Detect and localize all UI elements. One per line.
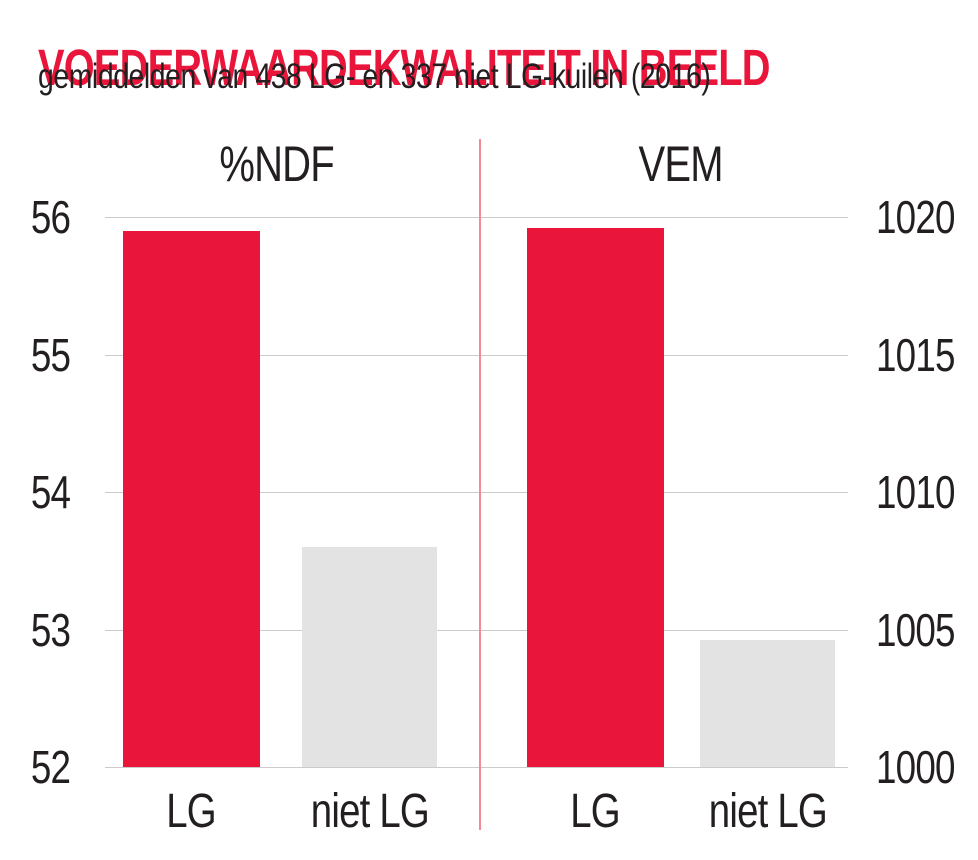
page-subtitle-text: gemiddelden van 438 LG- en 337 niet LG-k… [38, 57, 711, 96]
y-tick-text: 1000 [876, 741, 955, 793]
panel-title-text: VEM [638, 136, 724, 192]
y-tick-label-left: 55 [0, 329, 71, 381]
y-tick-label-right: 1010 [876, 468, 978, 516]
bar-ndf-niet-lg [302, 547, 437, 767]
category-label-lg: LG [82, 783, 302, 841]
bar-vem-lg [527, 228, 664, 767]
y-tick-text: 1010 [876, 466, 955, 518]
category-label-niet-lg: niet LG [658, 783, 878, 841]
y-tick-text: 1005 [876, 604, 955, 656]
y-tick-label-right: 1015 [876, 331, 978, 379]
y-tick-label-left: 53 [0, 604, 71, 656]
y-tick-text: 56 [30, 191, 71, 243]
bar-vem-niet-lg [700, 640, 835, 767]
page-subtitle: gemiddelden van 438 LG- en 337 niet LG-k… [38, 59, 868, 94]
panel-title-ndf: %NDF [127, 138, 427, 190]
y-tick-text: 1015 [876, 329, 955, 381]
y-tick-text: 54 [30, 466, 71, 518]
category-label-text: niet LG [310, 785, 429, 838]
gridline [105, 767, 848, 768]
category-label-lg: LG [486, 783, 706, 841]
y-tick-label-left: 56 [0, 191, 71, 243]
y-tick-text: 53 [30, 604, 71, 656]
gridline [105, 630, 848, 631]
y-tick-label-right: 1020 [876, 193, 978, 241]
panel-title-text: %NDF [219, 136, 335, 192]
page-title-text: VOEDERWAARDEKWALITEIT IN BEELD [38, 39, 771, 97]
category-label-text: LG [166, 785, 217, 838]
panel-title-vem: VEM [531, 138, 831, 190]
y-tick-text: 55 [30, 329, 71, 381]
category-label-niet-lg: niet LG [260, 783, 480, 841]
y-tick-label-right: 1000 [876, 743, 978, 791]
category-label-text: niet LG [708, 785, 827, 838]
y-tick-label-right: 1005 [876, 606, 978, 654]
bar-ndf-lg [123, 231, 260, 767]
gridline [105, 355, 848, 356]
gridline [105, 492, 848, 493]
page-title: VOEDERWAARDEKWALITEIT IN BEELD [38, 42, 976, 93]
y-tick-text: 52 [30, 741, 71, 793]
gridline [105, 217, 848, 218]
y-tick-label-left: 52 [0, 741, 71, 793]
y-tick-label-left: 54 [0, 466, 71, 518]
y-tick-text: 1020 [876, 191, 955, 243]
category-label-text: LG [570, 785, 621, 838]
panel-divider-line [479, 139, 481, 830]
